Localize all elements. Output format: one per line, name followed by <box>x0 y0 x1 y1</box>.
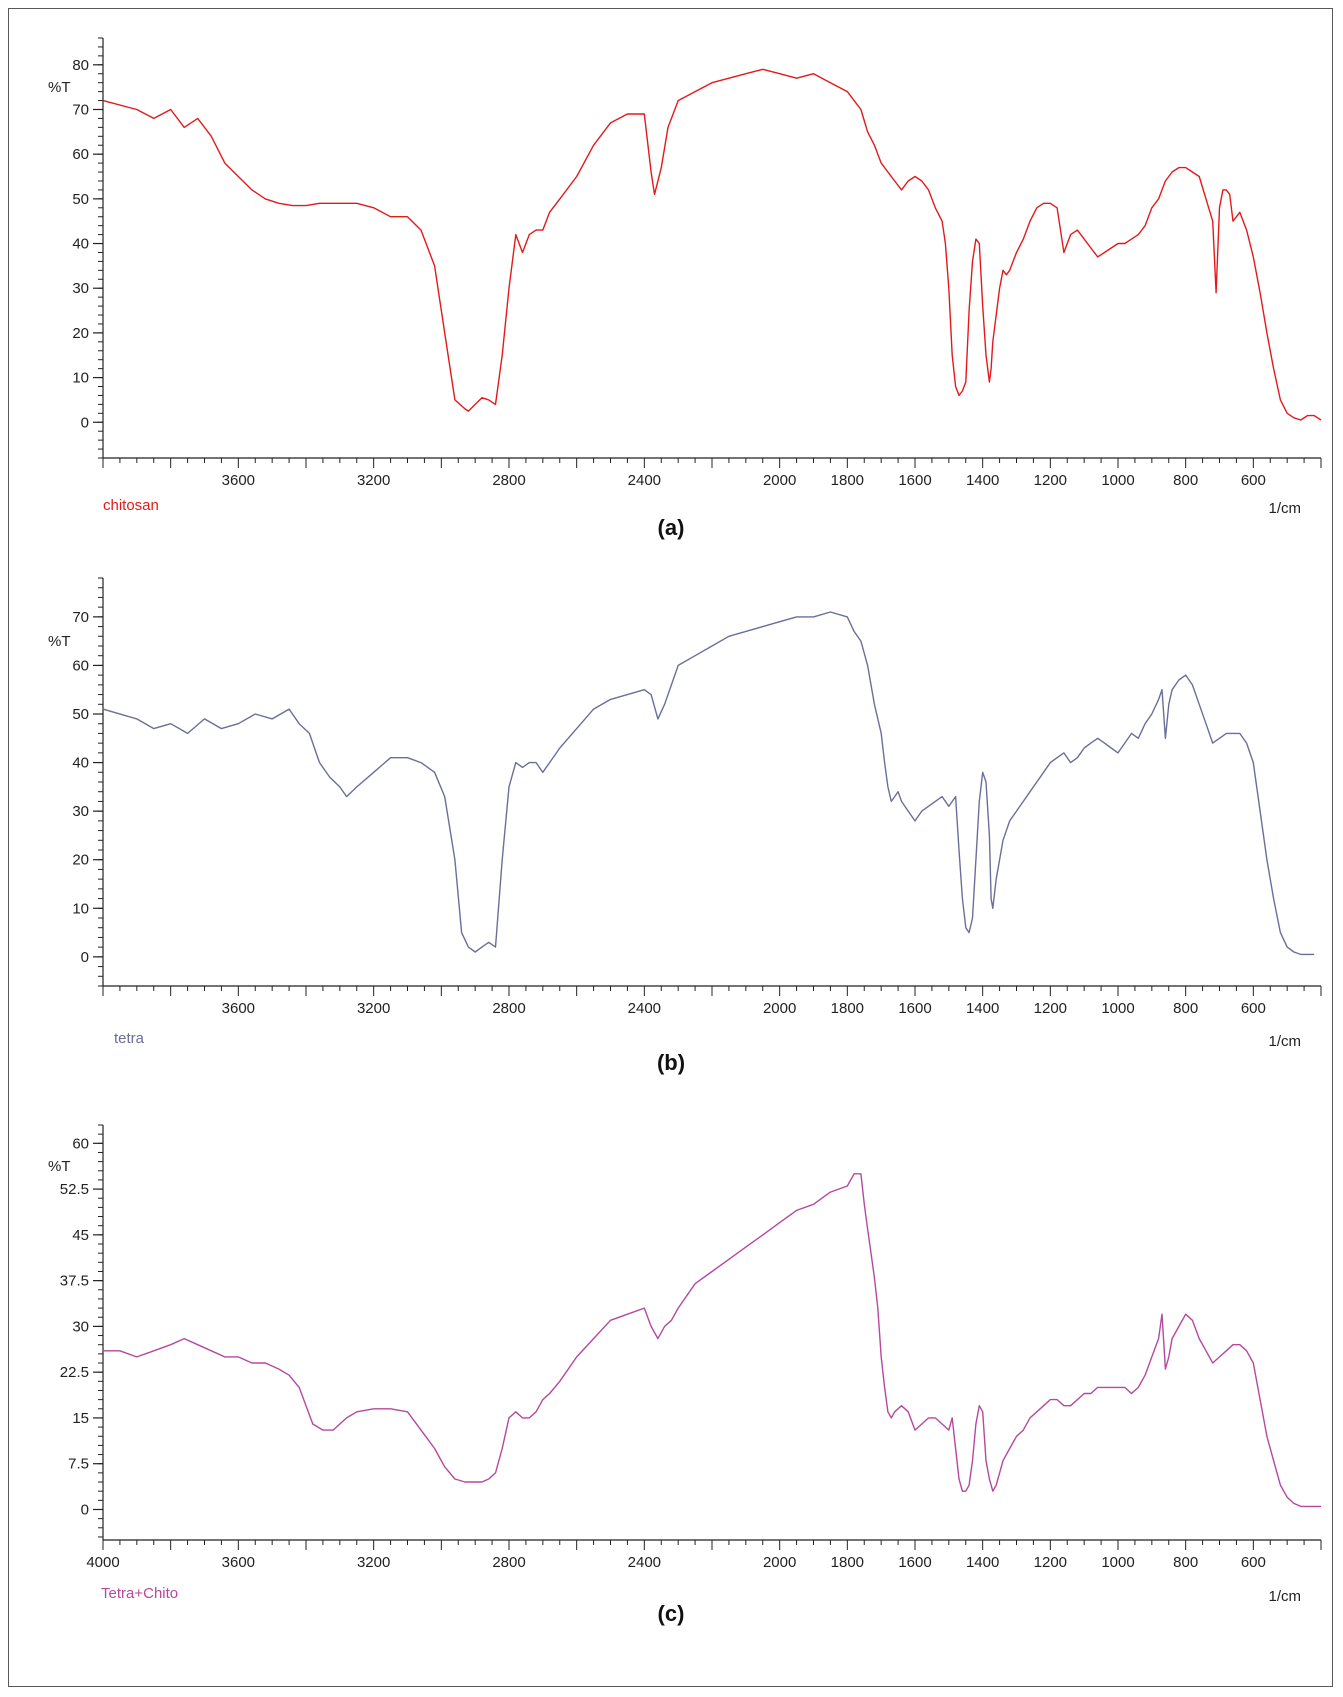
x-tick-label: 1600 <box>898 1000 931 1017</box>
x-tick-label: 1000 <box>1101 1554 1134 1571</box>
y-tick-label: 10 <box>72 370 89 387</box>
y-tick-label: 70 <box>72 609 89 626</box>
x-tick-label: 1000 <box>1101 472 1134 489</box>
x-tick-label: 1600 <box>898 1554 931 1571</box>
x-tick-label: 1000 <box>1101 1000 1134 1017</box>
y-tick-label: 70 <box>72 101 89 118</box>
x-tick-label: 1600 <box>898 472 931 489</box>
y-tick-label: 30 <box>72 803 89 820</box>
y-tick-label: 20 <box>72 852 89 869</box>
x-tick-label: 3600 <box>222 1000 255 1017</box>
x-tick-label: 2400 <box>628 472 661 489</box>
y-tick-label: 60 <box>72 146 89 163</box>
x-tick-label: 1800 <box>831 1554 864 1571</box>
x-tick-label: 600 <box>1241 472 1266 489</box>
x-tick-label: 1800 <box>831 1000 864 1017</box>
x-tick-label: 1400 <box>966 472 999 489</box>
y-tick-label: 37.5 <box>60 1273 89 1290</box>
x-tick-label: 1400 <box>966 1554 999 1571</box>
x-tick-label: 3200 <box>357 1000 390 1017</box>
chart-panel-1: 0 10 20 30 40 50 60 70 80%T 3600 3200 2800 2400 2000 1… <box>48 37 1322 540</box>
y-axis-label: %T <box>48 79 71 96</box>
y-tick-label: 80 <box>72 57 89 74</box>
x-tick-label: 1400 <box>966 1000 999 1017</box>
x-tick-label: 3200 <box>357 472 390 489</box>
x-tick-label: 2000 <box>763 472 796 489</box>
y-tick-label: 45 <box>72 1227 89 1244</box>
x-tick-label: 2000 <box>763 1000 796 1017</box>
series-label: Tetra+Chito <box>101 1585 178 1602</box>
y-axis-label: %T <box>48 633 71 650</box>
series-label: tetra <box>114 1030 145 1047</box>
x-axis-unit-label: 1/cm <box>1268 1033 1301 1050</box>
y-axis-label: %T <box>48 1158 71 1175</box>
y-tick-label: 52.5 <box>60 1181 89 1198</box>
spectrum-line <box>102 611 1315 956</box>
x-tick-label: 800 <box>1173 1554 1198 1571</box>
y-tick-label: 60 <box>72 1135 89 1152</box>
panel-caption: (b) <box>657 1050 685 1075</box>
x-tick-label: 1200 <box>1034 472 1067 489</box>
x-tick-label: 3600 <box>222 472 255 489</box>
y-tick-label: 40 <box>72 236 89 253</box>
y-tick-label: 50 <box>72 706 89 723</box>
y-tick-label: 0 <box>81 949 89 966</box>
y-tick-label: 50 <box>72 191 89 208</box>
y-tick-label: 20 <box>72 325 89 342</box>
x-tick-label: 600 <box>1241 1000 1266 1017</box>
x-tick-label: 800 <box>1173 472 1198 489</box>
y-tick-label: 30 <box>72 280 89 297</box>
spectrum-line <box>102 68 1322 421</box>
spectrum-line <box>103 1173 1321 1508</box>
panel-caption: (a) <box>658 515 685 540</box>
chart-panel-3: 0 7.5 15 22.5 30 37.5 45 52.5 60%T 4000 3600 3200 28… <box>48 1124 1322 1626</box>
series-label: chitosan <box>103 497 159 514</box>
y-tick-label: 10 <box>72 900 89 917</box>
x-tick-label: 2000 <box>763 1554 796 1571</box>
x-tick-label: 1800 <box>831 472 864 489</box>
y-tick-label: 60 <box>72 657 89 674</box>
x-tick-label: 2400 <box>628 1000 661 1017</box>
x-tick-label: 2800 <box>492 1554 525 1571</box>
x-tick-label: 3600 <box>222 1554 255 1571</box>
x-tick-label: 1200 <box>1034 1554 1067 1571</box>
y-tick-label: 0 <box>81 414 89 431</box>
y-tick-label: 22.5 <box>60 1364 89 1381</box>
x-tick-label: 1200 <box>1034 1000 1067 1017</box>
y-tick-label: 40 <box>72 755 89 772</box>
y-tick-label: 15 <box>72 1410 89 1427</box>
figure-frame <box>8 8 1333 1687</box>
x-tick-label: 600 <box>1241 1554 1266 1571</box>
x-tick-label: 2800 <box>492 472 525 489</box>
y-tick-label: 7.5 <box>68 1456 89 1473</box>
x-tick-label: 2800 <box>492 1000 525 1017</box>
chart-panel-2: 0 10 20 30 40 50 60 70%T 3600 3200 2800 2400 2000 180… <box>48 577 1322 1075</box>
x-tick-label: 4000 <box>86 1554 119 1571</box>
y-tick-label: 30 <box>72 1318 89 1335</box>
x-axis-unit-label: 1/cm <box>1268 1588 1301 1605</box>
y-tick-label: 0 <box>81 1501 89 1518</box>
x-tick-label: 2400 <box>628 1554 661 1571</box>
panel-caption: (c) <box>658 1601 685 1626</box>
x-axis-unit-label: 1/cm <box>1268 500 1301 517</box>
x-tick-label: 800 <box>1173 1000 1198 1017</box>
x-tick-label: 3200 <box>357 1554 390 1571</box>
